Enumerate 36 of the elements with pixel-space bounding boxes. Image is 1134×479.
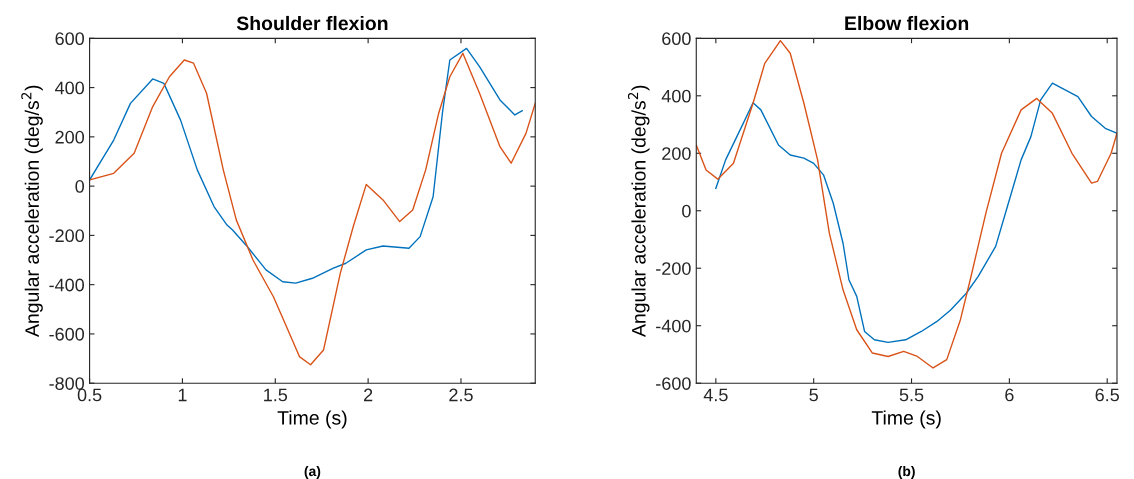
y-axis-title: Angular acceleration (deg/s$^{2}$)	[21, 85, 43, 338]
y-tick-label: 400	[55, 81, 85, 95]
y-tick-label: 400	[661, 89, 691, 103]
text: (a)	[304, 465, 321, 479]
line-series	[89, 47, 523, 284]
x-tick-label: 0.5	[77, 388, 102, 402]
text: (b)	[898, 465, 915, 479]
y-tick-label: -400	[656, 319, 691, 333]
x-tick-label: 5.5	[899, 388, 924, 402]
y-tick-label: -800	[49, 377, 85, 390]
x-tick-label: 1.5	[264, 388, 288, 402]
x-tick-label: 2	[364, 388, 373, 402]
x-tick-label: 6.5	[1095, 388, 1119, 402]
x-tick-label: 6	[1005, 388, 1014, 402]
y-tick-label: -200	[656, 262, 691, 275]
y-tick-label: -600	[656, 377, 691, 390]
y-tick-label: 600	[55, 32, 85, 46]
chart-title: Elbow flexion	[845, 15, 969, 31]
y-tick-label: -400	[49, 278, 85, 292]
y-tick-label: 200	[662, 147, 691, 160]
y-tick-label: 200	[55, 130, 85, 144]
y-tick-label: 600	[662, 32, 691, 46]
x-tick-label: 4.5	[703, 388, 728, 402]
y-tick-label: -600	[49, 327, 85, 341]
x-tick-label: 1	[178, 388, 187, 402]
y-tick-label: 0	[75, 180, 85, 193]
line-series	[89, 52, 536, 366]
x-tick-label: 5	[809, 388, 818, 402]
x-tick-label: 2.5	[449, 388, 473, 402]
y-axis-title: Angular acceleration (deg/s$^{2}$)	[627, 85, 650, 338]
line-series	[715, 82, 1117, 344]
y-tick-label: 0	[682, 204, 691, 218]
y-tick-label: -200	[49, 229, 85, 243]
chart-title: Shoulder flexion	[236, 15, 388, 31]
x-axis-title: Time (s)	[277, 410, 347, 429]
x-axis-title: Time (s)	[871, 410, 941, 429]
